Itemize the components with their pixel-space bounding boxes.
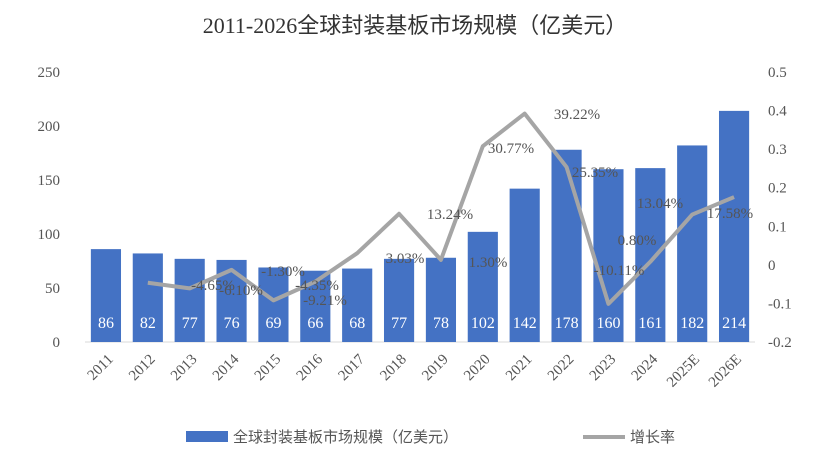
- y-left-tick: 250: [38, 65, 61, 81]
- bars: 86 82 77 76 69 66 68 77 78 102 142 178 160 161 182 214: [90, 110, 750, 342]
- bar: [593, 169, 624, 342]
- bar: [467, 231, 498, 342]
- bar-value-label: 86: [98, 315, 114, 332]
- growth-rate-label: -4.65%: [191, 278, 235, 294]
- bar: [425, 257, 457, 342]
- data-labels: -4.65%-6.10% -1.30% -9.21%-4.35% 3.03% 13.24…: [191, 107, 753, 309]
- y-left-tick: 100: [38, 227, 61, 243]
- legend: 全球封装基板市场规模（亿美元） 增长率: [186, 428, 675, 446]
- bar: [509, 188, 540, 342]
- bar-value-label: 76: [224, 315, 240, 332]
- bar-value-label: 178: [555, 315, 579, 332]
- growth-rate-label: 39.22%: [554, 107, 600, 123]
- growth-rate-label: 17.58%: [707, 206, 753, 222]
- bar: [383, 258, 415, 342]
- bar-value-label: 182: [680, 315, 704, 332]
- y-right-tick: 0: [768, 258, 776, 274]
- x-tick-label: 2011: [85, 352, 117, 384]
- y-right-tick: -0.1: [768, 296, 792, 312]
- growth-rate-label: -10.11%: [594, 263, 645, 279]
- x-tick-label: 2017: [335, 351, 368, 384]
- legend-bar-swatch: [186, 431, 228, 442]
- chart-title: 2011-2026全球封装基板市场规模（亿美元）: [203, 13, 628, 38]
- legend-line-label: 增长率: [630, 429, 675, 446]
- legend-bar-label: 全球封装基板市场规模（亿美元）: [233, 428, 458, 446]
- growth-rate-line: [147, 111, 735, 306]
- x-tick-label: 2026E: [706, 352, 745, 391]
- x-tick-label: 2013: [168, 352, 201, 385]
- growth-rate-label: 13.04%: [637, 196, 683, 212]
- growth-line: [147, 111, 735, 306]
- bar: [342, 268, 373, 342]
- growth-rate-label: -4.35%: [295, 278, 339, 294]
- growth-rate-label: 1.30%: [469, 255, 508, 271]
- bar-value-label: 77: [182, 315, 198, 332]
- growth-rate-label: 30.77%: [488, 141, 534, 157]
- bar-value-label: 160: [596, 315, 620, 332]
- bar: [258, 267, 289, 342]
- y-left-tick: 0: [53, 335, 61, 351]
- growth-rate-label: -6.10%: [219, 283, 263, 299]
- bar-value-label: 82: [140, 315, 156, 332]
- x-tick-label: 2012: [126, 352, 159, 385]
- y-right-tick: 0.5: [768, 65, 787, 81]
- x-tick-label: 2023: [587, 352, 620, 385]
- growth-rate-label: -1.30%: [261, 264, 305, 280]
- x-tick-label: 2018: [377, 352, 410, 385]
- x-tick-label: 2022: [545, 352, 578, 385]
- x-tick-label: 2014: [210, 351, 243, 384]
- bar: [718, 110, 750, 342]
- x-tick-label: 2025E: [664, 352, 703, 391]
- bar-value-label: 161: [638, 315, 662, 332]
- x-tick-label: 2019: [419, 352, 452, 385]
- x-tick-label: 2016: [294, 351, 327, 384]
- bar: [90, 249, 122, 342]
- x-tick-label: 2024: [629, 351, 662, 384]
- bar-value-label: 102: [471, 315, 495, 332]
- y-right-tick: 0.1: [768, 219, 787, 235]
- bar-value-label: 69: [265, 315, 281, 332]
- x-tick-label: 2020: [461, 352, 494, 385]
- x-tick-label: 2015: [252, 352, 285, 385]
- bar: [677, 145, 708, 342]
- x-tick-label: 2021: [503, 352, 536, 385]
- bar-value-label: 142: [513, 315, 537, 332]
- bar-value-label: 68: [349, 315, 365, 332]
- y-left-tick: 150: [38, 173, 61, 189]
- growth-rate-label: 25.35%: [572, 165, 618, 181]
- y-right-tick: -0.2: [768, 335, 792, 351]
- bar: [551, 149, 582, 342]
- bar-value-label: 78: [433, 315, 449, 332]
- bar-value-label: 66: [307, 315, 323, 332]
- y-right-tick: 0.2: [768, 181, 787, 197]
- bar: [174, 258, 205, 342]
- y-right-tick: 0.4: [768, 104, 787, 120]
- growth-rate-label: 0.80%: [618, 233, 657, 249]
- bar: [132, 253, 163, 342]
- growth-rate-label: 13.24%: [427, 207, 473, 223]
- bar: [635, 168, 666, 342]
- y-left-tick: 200: [38, 119, 61, 135]
- growth-rate-label: -9.21%: [303, 293, 347, 309]
- bar-value-label: 77: [391, 315, 407, 332]
- y-right-tick: 0.3: [768, 142, 787, 158]
- growth-rate-label: 3.03%: [386, 251, 425, 267]
- y-left-tick: 50: [45, 281, 60, 297]
- bar-value-label: 214: [722, 315, 746, 332]
